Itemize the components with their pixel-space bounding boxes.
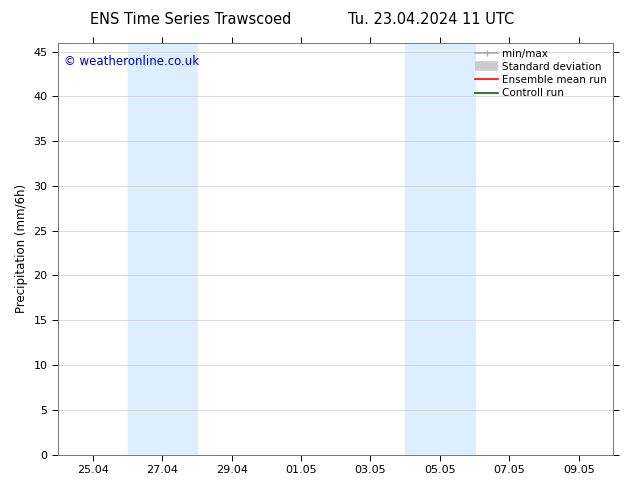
Text: © weatheronline.co.uk: © weatheronline.co.uk bbox=[63, 55, 199, 68]
Legend: min/max, Standard deviation, Ensemble mean run, Controll run: min/max, Standard deviation, Ensemble me… bbox=[471, 45, 611, 102]
Bar bbox=[127, 43, 197, 455]
Text: ENS Time Series Trawscoed: ENS Time Series Trawscoed bbox=[89, 12, 291, 27]
Bar bbox=[405, 43, 475, 455]
Y-axis label: Precipitation (mm/6h): Precipitation (mm/6h) bbox=[15, 184, 28, 313]
Text: Tu. 23.04.2024 11 UTC: Tu. 23.04.2024 11 UTC bbox=[348, 12, 514, 27]
